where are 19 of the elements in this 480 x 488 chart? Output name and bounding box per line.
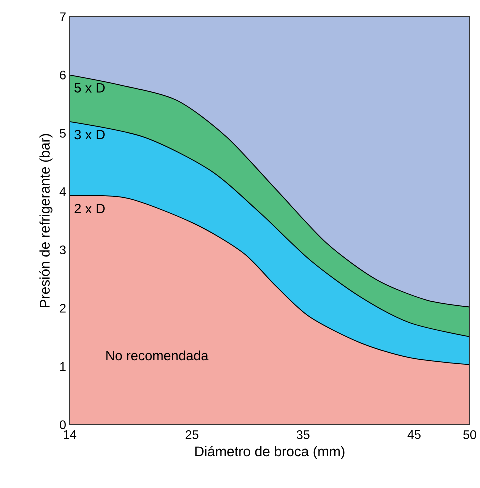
- y-tick-label: 1: [60, 362, 66, 371]
- y-tick-label: 7: [60, 12, 66, 22]
- x-tick-label: 14: [64, 430, 76, 440]
- y-tick-label: 4: [60, 188, 66, 196]
- x-tick-label: 35: [296, 430, 310, 440]
- series-label: 5 x D: [74, 83, 105, 93]
- x-tick-label: 50: [463, 430, 476, 440]
- y-tick-label: 2: [60, 304, 66, 313]
- y-axis-title: Presión de refrigerante (bar): [39, 134, 53, 308]
- y-tick-label: 6: [60, 70, 66, 80]
- series-label: 2 x D: [74, 204, 105, 214]
- x-axis-title: Diámetro de broca (mm): [195, 446, 345, 460]
- annotation: No recomendada: [106, 350, 209, 361]
- x-tick-label: 45: [408, 430, 421, 440]
- y-tick-label: 3: [60, 246, 66, 255]
- y-tick-label: 0: [60, 420, 66, 430]
- x-tick-label: 25: [186, 430, 199, 440]
- y-tick-label: 5: [60, 129, 66, 138]
- series-label: 3 x D: [74, 130, 105, 140]
